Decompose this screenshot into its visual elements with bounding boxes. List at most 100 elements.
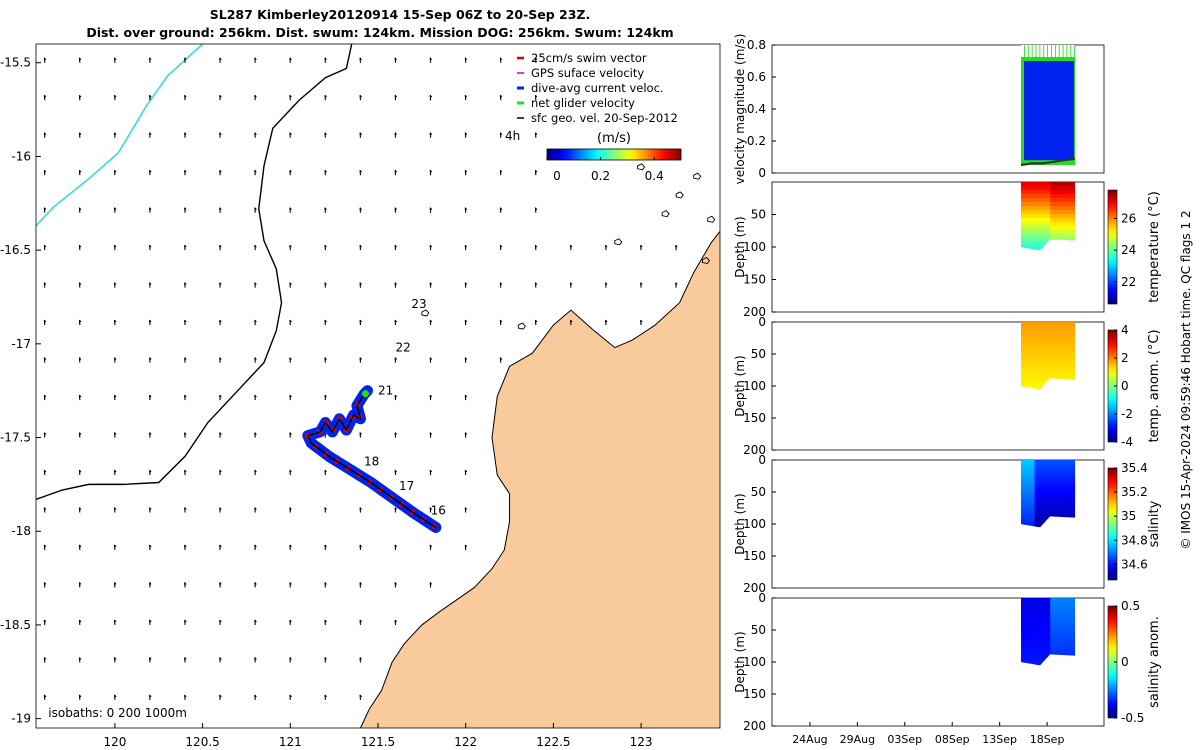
section-cell (1041, 197, 1045, 203)
section-cell (1034, 337, 1038, 343)
section-cell (1034, 322, 1038, 327)
section-cell (1061, 483, 1065, 488)
section-cell (1043, 613, 1047, 619)
section-cell (1021, 514, 1024, 520)
section-cell (1027, 518, 1031, 524)
chart-title-line-1: SL287 Kimberley20120914 15-Sep 06Z to 20… (209, 7, 591, 22)
sfc-geo-arrowhead (324, 357, 327, 360)
section-cell (1023, 605, 1027, 611)
section-cell (1027, 325, 1031, 331)
section-cell (1032, 229, 1036, 235)
section-cell (1070, 368, 1074, 374)
section-cell (1023, 510, 1027, 516)
section-cell (1054, 487, 1058, 492)
section-cell (1039, 629, 1042, 634)
sfc-geo-arrowhead (289, 657, 292, 660)
section-cell (1036, 503, 1040, 508)
section-cell (1061, 193, 1065, 199)
section-cell (1039, 506, 1042, 512)
section-cell (1027, 229, 1031, 235)
section-cell (1030, 660, 1033, 665)
section-cell (1054, 637, 1058, 642)
section-cell (1030, 506, 1033, 512)
sfc-geo-arrowhead (324, 57, 327, 61)
section-cell (1052, 644, 1056, 650)
sfc-geo-arrowhead (219, 207, 222, 210)
section-cell (1034, 644, 1038, 650)
sfc-geo-arrowhead (499, 282, 503, 285)
section-cell (1045, 229, 1049, 235)
section-cell (1025, 463, 1029, 469)
section-cell (1072, 182, 1076, 187)
section-cell (1032, 217, 1036, 223)
section-cell (1045, 353, 1049, 358)
velocity-band-gap (1040, 45, 1044, 57)
sfc-geo-arrowhead (570, 244, 573, 248)
section-cell (1057, 503, 1060, 508)
velocity-band-gap (1063, 45, 1067, 57)
sfc-geo-arrowhead (114, 544, 117, 548)
section-cell (1061, 213, 1065, 219)
section-cell (1021, 648, 1024, 654)
section-cell (1039, 217, 1042, 223)
velocity-band-gap (1059, 45, 1063, 57)
section-cell (1070, 613, 1074, 619)
section-cell (1061, 345, 1065, 350)
section-cell (1023, 376, 1027, 382)
section-colorbar-tick-label: -2 (1121, 407, 1133, 421)
sfc-geo-arrowhead (184, 469, 187, 473)
section-cell (1050, 329, 1054, 335)
section-y-tick-label: 50 (751, 208, 766, 222)
section-cell (1063, 495, 1067, 500)
section-cell (1050, 182, 1054, 187)
section-cell (1030, 353, 1033, 358)
section-cell (1066, 652, 1069, 658)
section-cell (1032, 629, 1036, 634)
section-cell (1041, 598, 1045, 603)
section-cell (1059, 463, 1063, 469)
section-cell (1021, 349, 1024, 354)
section-cell (1025, 182, 1029, 187)
section-cell (1030, 380, 1033, 386)
section-cell (1039, 201, 1042, 207)
section-cell (1041, 518, 1045, 524)
sfc-geo-arrowhead (79, 507, 82, 510)
velocity-band-gap (1024, 45, 1028, 57)
section-cell (1023, 652, 1027, 658)
section-cell (1036, 652, 1040, 658)
section-cell (1027, 237, 1031, 243)
section-cell (1027, 652, 1031, 658)
section-y-tick-label: 200 (743, 305, 766, 319)
section-cell (1068, 217, 1072, 223)
section-cell (1045, 621, 1049, 626)
section-cell (1043, 510, 1047, 516)
section-cell (1036, 209, 1040, 215)
sfc-geo-arrowhead (394, 357, 398, 360)
section-cell (1063, 637, 1067, 642)
section-cell (1050, 333, 1054, 339)
sfc-geo-arrowhead (254, 244, 257, 248)
section-cell (1030, 221, 1033, 227)
section-cell (1032, 245, 1036, 251)
section-cell (1072, 648, 1076, 654)
section-cell (1061, 217, 1065, 223)
sfc-geo-arrowhead (79, 57, 82, 61)
section-cell (1068, 487, 1072, 492)
section-cell (1034, 365, 1038, 370)
section-cell (1052, 613, 1056, 619)
section-cell (1054, 483, 1058, 488)
section-cell (1059, 357, 1063, 362)
section-cell (1059, 475, 1063, 481)
sfc-geo-arrowhead (499, 319, 503, 323)
section-cell (1063, 365, 1067, 370)
section-cell (1041, 633, 1045, 638)
section-cell (1023, 506, 1027, 512)
section-cell (1063, 641, 1067, 646)
section-cell (1023, 644, 1027, 650)
section-cell (1052, 491, 1056, 496)
section-cell (1061, 514, 1065, 520)
section-cell (1068, 506, 1072, 512)
section-cell (1057, 471, 1060, 477)
day-label-17: 17 (399, 479, 414, 493)
section-cell (1057, 201, 1060, 207)
